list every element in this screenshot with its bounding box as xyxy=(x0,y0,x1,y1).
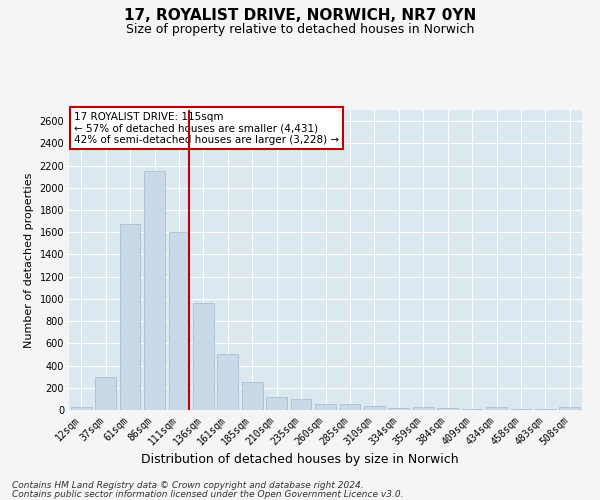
Bar xyxy=(95,376,116,410)
Text: Distribution of detached houses by size in Norwich: Distribution of detached houses by size … xyxy=(141,452,459,466)
Bar xyxy=(193,304,214,410)
Bar xyxy=(413,406,434,410)
Bar xyxy=(290,399,311,410)
Bar xyxy=(437,408,458,410)
Bar xyxy=(364,406,385,410)
Y-axis label: Number of detached properties: Number of detached properties xyxy=(24,172,34,348)
Bar xyxy=(169,232,190,410)
Bar xyxy=(486,407,507,410)
Text: Size of property relative to detached houses in Norwich: Size of property relative to detached ho… xyxy=(126,22,474,36)
Bar xyxy=(242,382,263,410)
Bar xyxy=(315,404,336,410)
Bar xyxy=(559,407,580,410)
Bar xyxy=(71,407,92,410)
Bar xyxy=(266,396,287,410)
Bar xyxy=(119,224,140,410)
Text: 17, ROYALIST DRIVE, NORWICH, NR7 0YN: 17, ROYALIST DRIVE, NORWICH, NR7 0YN xyxy=(124,8,476,22)
Bar xyxy=(144,171,165,410)
Bar xyxy=(340,404,361,410)
Bar xyxy=(217,354,238,410)
Text: Contains public sector information licensed under the Open Government Licence v3: Contains public sector information licen… xyxy=(12,490,404,499)
Text: 17 ROYALIST DRIVE: 115sqm
← 57% of detached houses are smaller (4,431)
42% of se: 17 ROYALIST DRIVE: 115sqm ← 57% of detac… xyxy=(74,112,339,144)
Bar xyxy=(388,408,409,410)
Text: Contains HM Land Registry data © Crown copyright and database right 2024.: Contains HM Land Registry data © Crown c… xyxy=(12,481,364,490)
